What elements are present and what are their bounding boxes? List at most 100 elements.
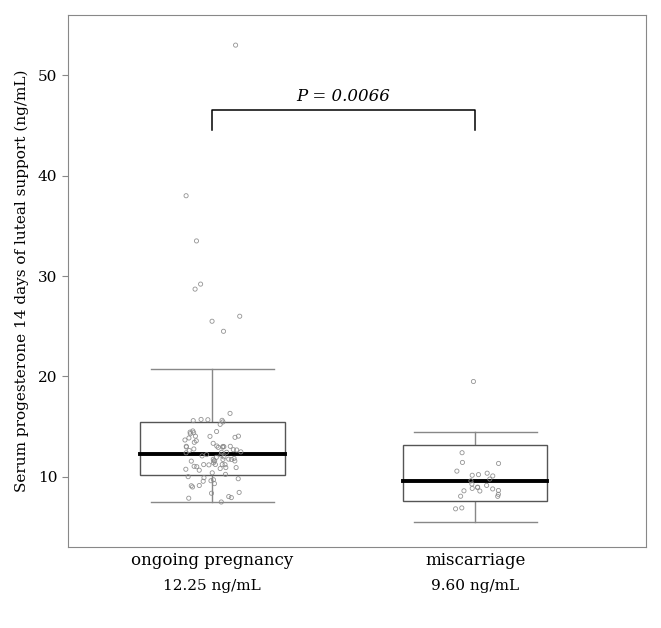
Point — [181, 442, 192, 452]
Point — [202, 450, 212, 460]
Point — [457, 503, 467, 513]
Point — [180, 464, 191, 474]
Point — [183, 472, 194, 482]
Text: 12.25 ng/mL: 12.25 ng/mL — [163, 578, 261, 593]
Point — [457, 448, 467, 458]
Point — [215, 450, 226, 460]
Point — [467, 484, 477, 494]
Point — [482, 468, 492, 479]
Point — [481, 480, 492, 490]
Point — [194, 480, 204, 490]
Point — [225, 408, 235, 418]
Point — [475, 486, 485, 496]
Point — [235, 447, 246, 457]
Point — [226, 492, 237, 502]
Bar — [140, 421, 284, 475]
Point — [233, 474, 243, 484]
Point — [206, 488, 217, 498]
Point — [473, 470, 484, 480]
Point — [231, 463, 241, 473]
Point — [493, 485, 504, 495]
Point — [226, 455, 237, 465]
Point — [213, 442, 223, 452]
Point — [221, 447, 232, 457]
Point — [190, 284, 200, 294]
Point — [186, 456, 196, 466]
Point — [207, 317, 217, 327]
Point — [184, 445, 194, 455]
Point — [219, 460, 230, 470]
Point — [210, 456, 220, 466]
Point — [465, 476, 476, 486]
Point — [216, 447, 227, 457]
Point — [219, 452, 229, 462]
Point — [225, 441, 235, 452]
Text: P = 0.0066: P = 0.0066 — [297, 89, 391, 106]
Point — [190, 431, 201, 441]
Point — [191, 436, 202, 446]
Point — [219, 441, 229, 452]
Point — [212, 426, 222, 436]
Point — [209, 456, 219, 466]
Point — [208, 454, 219, 464]
Point — [180, 435, 190, 445]
Point — [492, 491, 503, 501]
Point — [189, 437, 200, 447]
Point — [218, 327, 229, 337]
Point — [208, 475, 219, 485]
Point — [473, 482, 483, 492]
Point — [195, 279, 206, 289]
Point — [199, 473, 210, 483]
Point — [217, 415, 227, 425]
Point — [228, 445, 239, 455]
Point — [210, 460, 221, 470]
Point — [188, 444, 199, 454]
Text: 9.60 ng/mL: 9.60 ng/mL — [431, 578, 519, 593]
Point — [467, 479, 477, 489]
Point — [231, 445, 242, 455]
Point — [487, 471, 498, 481]
Point — [234, 487, 245, 497]
Point — [217, 455, 228, 465]
Point — [192, 462, 202, 472]
Point — [181, 441, 192, 452]
Point — [188, 416, 198, 426]
Point — [217, 441, 228, 452]
Point — [468, 376, 479, 386]
Point — [235, 311, 245, 322]
Point — [233, 431, 244, 441]
Point — [451, 466, 462, 476]
Point — [487, 484, 498, 494]
Point — [216, 497, 227, 507]
Point — [217, 442, 228, 452]
Point — [221, 463, 231, 473]
Point — [217, 460, 227, 470]
Bar — [403, 445, 547, 501]
Point — [455, 491, 466, 501]
Point — [215, 463, 225, 474]
Point — [198, 476, 208, 486]
Point — [220, 469, 231, 479]
Point — [209, 479, 219, 489]
Point — [217, 417, 228, 427]
Point — [208, 458, 219, 468]
Point — [493, 489, 504, 499]
Point — [207, 468, 217, 478]
Point — [188, 426, 198, 436]
Point — [205, 431, 215, 441]
Y-axis label: Serum progesterone 14 days of luteal support (ng/mL): Serum progesterone 14 days of luteal sup… — [15, 70, 29, 492]
Point — [184, 433, 194, 443]
Point — [198, 460, 209, 470]
Point — [229, 453, 239, 463]
Point — [457, 457, 468, 467]
Point — [187, 482, 198, 492]
Point — [212, 441, 222, 451]
Point — [223, 454, 234, 464]
Point — [493, 458, 504, 468]
Point — [211, 452, 221, 462]
Point — [181, 448, 192, 458]
Point — [450, 504, 461, 514]
Point — [202, 414, 213, 425]
Point — [191, 236, 202, 246]
Point — [215, 420, 225, 430]
